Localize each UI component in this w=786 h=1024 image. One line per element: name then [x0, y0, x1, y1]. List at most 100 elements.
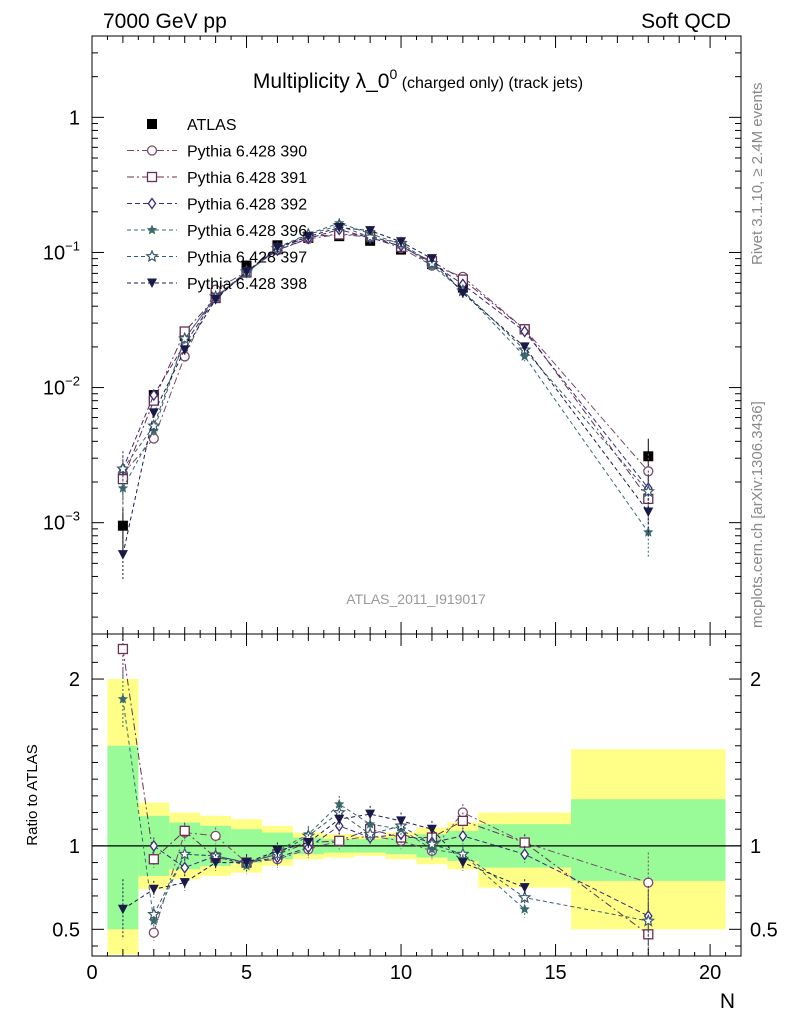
ratio-axis-label: Ratio to ATLAS [24, 744, 41, 845]
ratio-y-tick-label-right: 1 [750, 836, 761, 858]
uncertainty-band-inner [571, 799, 726, 881]
y-tick-label: 1 [69, 107, 80, 129]
mc-point [643, 507, 654, 517]
ratio-point [210, 830, 221, 842]
x-axis-label: N [720, 990, 735, 1013]
legend: ATLAS Pythia 6.428 390 Pythia 6.428 391 Pyt… [127, 117, 307, 293]
ratio-y-tick-label-right: 2 [750, 669, 761, 691]
chart-title: Multiplicity λ_00 (charged only) (track … [253, 66, 583, 93]
series-line-s396 [122, 222, 649, 533]
legend-marker-data [147, 119, 157, 129]
ratio-point [303, 838, 314, 848]
mc-point [457, 288, 468, 299]
legend-marker-s392 [147, 197, 157, 210]
ratio-point [426, 824, 437, 835]
series-line-s397 [122, 225, 649, 492]
ratio-point [178, 847, 192, 860]
x-tick-label: 5 [241, 962, 252, 984]
main-panel: 10−3 10−2 10−1 1 Multiplicity λ_00 (charged… [43, 35, 742, 635]
mc-point [641, 484, 655, 498]
ratio-point [334, 819, 344, 832]
data-point [643, 451, 654, 462]
ratio-point [272, 846, 283, 856]
mc-point [334, 223, 345, 233]
ratio-point [458, 829, 468, 842]
data-point [117, 520, 128, 531]
mc-point [147, 418, 161, 432]
mc-point [149, 388, 159, 402]
series-line-s398 [122, 226, 649, 555]
legend-label-s396: Pythia 6.428 396 [187, 223, 307, 240]
ratio-point [148, 884, 159, 895]
mc-point [519, 350, 530, 361]
ratio-point [148, 854, 159, 865]
ratio-point [519, 903, 530, 914]
series-line-s390 [122, 233, 649, 475]
series-line-s392 [122, 228, 649, 489]
legend-label-s392: Pythia 6.428 392 [187, 197, 307, 214]
ratio-point [364, 818, 376, 829]
ratio-point [456, 847, 470, 860]
mc-point [116, 461, 130, 475]
ratio-point [147, 907, 161, 920]
legend-marker-s397 [145, 249, 159, 263]
mc-point [272, 242, 283, 253]
ratio-point [148, 915, 159, 926]
category-label: Soft QCD [641, 10, 731, 33]
ratio-y-tick-label: 0.5 [52, 919, 80, 941]
legend-marker-s396 [146, 224, 158, 235]
mc-point [148, 408, 159, 418]
x-tick-label: 20 [699, 962, 721, 984]
ratio-point [425, 837, 439, 850]
mc-point [210, 294, 221, 305]
y-tick-label: 10−2 [43, 374, 80, 400]
x-tick-label: 10 [390, 962, 412, 984]
main-series-group [116, 217, 655, 580]
mc-point [117, 550, 128, 560]
ratio-point [334, 798, 345, 809]
mc-point [520, 325, 530, 338]
ratio-point [179, 878, 190, 888]
ratio-series-group [92, 634, 741, 956]
legend-marker-s391 [146, 171, 158, 183]
ratio-point [457, 858, 468, 868]
ratio-y-tick-label-right: 0.5 [750, 919, 778, 941]
y-tick-label: 10−3 [43, 509, 80, 535]
legend-marker-s398 [147, 278, 157, 288]
mc-point [178, 331, 192, 345]
ratio-point [334, 835, 345, 847]
ratio-point [520, 848, 530, 861]
rivet-label: Rivet 3.1.10, ≥ 2.4M events [749, 83, 766, 266]
mc-point [396, 237, 407, 247]
ratio-point [643, 877, 654, 888]
legend-label-s391: Pythia 6.428 391 [187, 170, 307, 187]
ratio-point [365, 809, 376, 820]
y-tick-label: 10−1 [43, 238, 80, 264]
ratio-point [363, 827, 377, 840]
uncertainty-band-inner [107, 745, 139, 930]
ratio-y-tick-label: 1 [69, 836, 80, 858]
ratio-point [148, 927, 159, 938]
ratio-panel: 0 5 10 15 20 0.5 0.5 1 1 2 2 Ratio to ATLAS N [24, 633, 778, 1013]
ratio-point [519, 883, 530, 893]
ratio-point [117, 643, 129, 655]
series-line-s391 [122, 233, 649, 500]
ratio-point [117, 904, 128, 915]
legend-label-s397: Pythia 6.428 397 [187, 250, 307, 267]
ratio-point [457, 815, 469, 827]
x-tick-label: 0 [86, 962, 97, 984]
ratio-point [241, 858, 252, 868]
mcplots-label: mcplots.cern.ch [arXiv:1306.3436] [749, 401, 766, 628]
collision-label: 7000 GeV pp [103, 10, 227, 33]
ratio-point [334, 814, 345, 825]
ratio-y-tick-label: 2 [69, 669, 80, 691]
analysis-id: ATLAS_2011_I919017 [346, 591, 486, 607]
ratio-point [179, 825, 190, 837]
ratio-line-s391 [122, 648, 649, 935]
ratio-point [180, 861, 190, 874]
legend-marker-s390 [146, 145, 158, 156]
ratio-point [517, 890, 532, 904]
mc-point [519, 342, 530, 352]
mc-point [179, 345, 190, 355]
